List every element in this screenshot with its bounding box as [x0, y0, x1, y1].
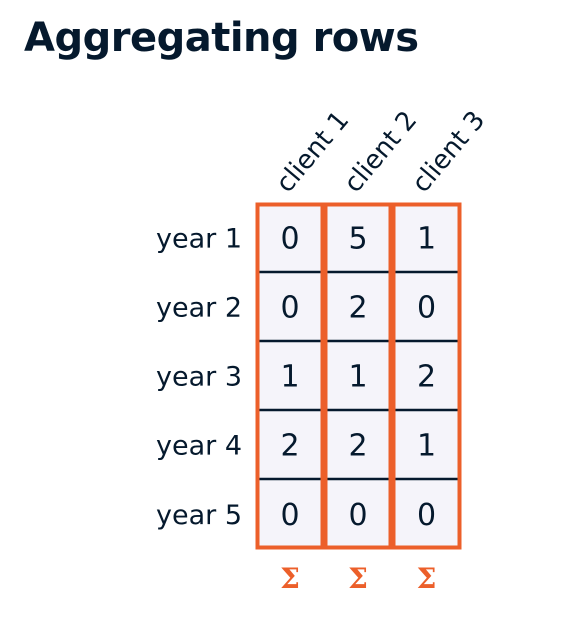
table-cell: [256, 479, 324, 549]
column-label: client 2: [338, 106, 423, 199]
row-label: year 3: [156, 362, 242, 393]
cell-value: 0: [417, 291, 436, 326]
table-cell: [256, 410, 324, 479]
cell-value: 0: [280, 498, 299, 533]
table-cell: [256, 203, 324, 272]
table-values: 0 5 10 2 01 1 22 2 10 0 0: [280, 222, 436, 534]
column-highlight-boxes: [255, 202, 462, 550]
table-cell: [324, 272, 392, 341]
column-label: client 3: [406, 106, 491, 199]
cell-value: 0: [417, 498, 436, 533]
table-cell: [392, 203, 461, 272]
cell-value: 1: [348, 360, 367, 395]
column-highlight-box: [391, 202, 462, 550]
row-label: year 2: [156, 293, 242, 324]
row-label: year 1: [156, 224, 242, 255]
cell-value: 2: [348, 291, 367, 326]
row-label: year 5: [156, 500, 242, 531]
sigma-icon: Σ: [348, 562, 368, 595]
table-cells: [256, 203, 461, 549]
cell-value: 0: [280, 291, 299, 326]
table-cell: [392, 272, 461, 341]
cell-value: 2: [280, 429, 299, 464]
sigma-icon: Σ: [280, 562, 300, 595]
cell-value: 2: [348, 429, 367, 464]
cell-value: 1: [417, 222, 436, 257]
page-title: Aggregating rows: [24, 15, 419, 61]
table-cell: [324, 341, 392, 410]
cell-value: 0: [280, 222, 299, 257]
table-cell: [324, 410, 392, 479]
table-cell: [392, 479, 461, 549]
table-cell: [392, 341, 461, 410]
cell-value: 0: [348, 498, 367, 533]
column-highlight-box: [323, 202, 393, 550]
column-highlight-box: [255, 202, 325, 550]
row-labels: year 1 year 2 year 3 year 4 year 5: [156, 224, 242, 532]
column-label: client 1: [270, 106, 355, 199]
table-cell: [392, 410, 461, 479]
table-cell: [256, 272, 324, 341]
sigma-icon: Σ: [417, 562, 437, 595]
table-cell: [256, 341, 324, 410]
table-cell: [324, 203, 392, 272]
row-label: year 4: [156, 431, 242, 462]
cell-value: 5: [348, 222, 367, 257]
table-row-dividers: [256, 270, 461, 481]
cell-value: 1: [280, 360, 299, 395]
cell-value: 1: [417, 429, 436, 464]
cell-value: 2: [417, 360, 436, 395]
table-cell: [324, 479, 392, 549]
